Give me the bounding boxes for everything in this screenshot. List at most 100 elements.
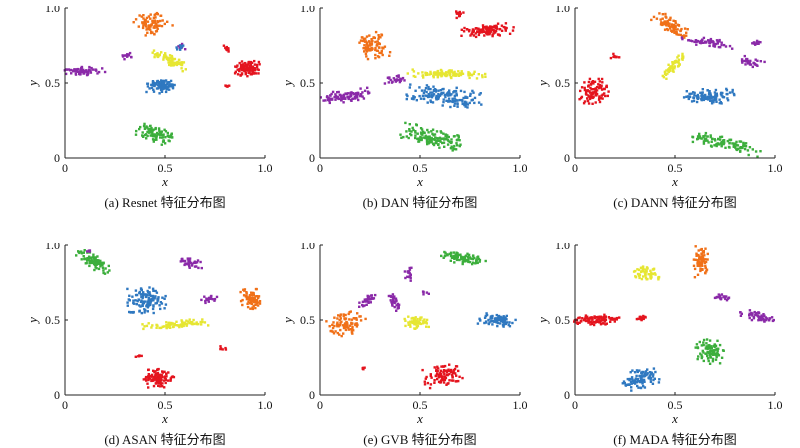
data-point-orange xyxy=(664,21,667,24)
data-point-purple xyxy=(356,94,359,97)
data-point-red xyxy=(598,95,601,98)
data-point-yellow xyxy=(411,321,415,325)
data-point-orange xyxy=(149,31,153,35)
data-point-red xyxy=(603,92,606,95)
data-point-purple xyxy=(707,39,710,42)
data-point-green xyxy=(704,347,707,350)
data-point-red xyxy=(583,100,587,103)
data-point-yellow xyxy=(458,72,462,75)
data-point-green xyxy=(454,255,457,259)
data-point-green xyxy=(443,254,447,258)
data-point-green xyxy=(410,130,413,133)
data-point-green xyxy=(738,140,741,143)
data-point-green xyxy=(744,142,748,145)
data-point-blue xyxy=(147,304,150,308)
scatter-panel-4: 000.50.51.01.0xy xyxy=(25,243,273,426)
data-point-green xyxy=(427,131,430,134)
data-point-green xyxy=(97,267,101,271)
data-point-green xyxy=(454,253,457,256)
data-point-red xyxy=(618,316,621,319)
data-point-red xyxy=(498,27,502,31)
data-point-red xyxy=(582,318,586,322)
x-axis-label: x xyxy=(416,411,423,426)
data-point-yellow xyxy=(419,322,423,326)
data-point-red xyxy=(607,316,611,319)
data-point-orange xyxy=(652,15,656,19)
data-point-yellow xyxy=(468,72,471,75)
data-point-yellow xyxy=(167,57,170,60)
data-point-red xyxy=(446,373,449,377)
data-point-green xyxy=(468,260,472,264)
data-point-purple xyxy=(200,298,203,302)
data-point-orange xyxy=(365,50,369,53)
data-point-yellow xyxy=(671,69,674,72)
data-point-yellow xyxy=(477,73,480,76)
data-point-green xyxy=(461,256,464,259)
data-point-green xyxy=(425,136,428,140)
data-point-orange xyxy=(702,259,705,262)
data-point-orange xyxy=(346,322,349,325)
data-point-blue xyxy=(485,321,488,324)
data-point-red xyxy=(241,63,244,66)
data-point-red xyxy=(250,61,254,64)
data-point-red xyxy=(134,355,137,358)
data-point-red xyxy=(243,64,246,67)
data-point-orange xyxy=(695,252,698,255)
data-point-orange xyxy=(377,35,381,39)
data-point-blue xyxy=(415,99,418,102)
data-point-blue xyxy=(456,105,459,108)
data-point-green xyxy=(467,253,471,257)
data-point-green xyxy=(709,135,712,139)
data-point-purple xyxy=(65,68,68,71)
data-point-blue xyxy=(715,96,718,99)
data-point-green xyxy=(735,140,738,144)
data-point-blue xyxy=(652,378,655,382)
data-point-orange xyxy=(144,20,147,23)
data-point-blue xyxy=(164,83,167,86)
data-point-yellow xyxy=(168,54,172,57)
data-point-green xyxy=(414,134,417,137)
data-point-green xyxy=(756,155,759,158)
data-point-purple xyxy=(206,297,209,300)
data-point-red xyxy=(477,33,481,37)
data-point-green xyxy=(441,141,444,145)
data-point-green xyxy=(714,348,717,351)
data-point-purple xyxy=(710,40,713,43)
data-point-blue xyxy=(160,79,163,82)
data-point-purple xyxy=(758,315,762,318)
data-point-purple xyxy=(724,297,727,301)
data-point-green xyxy=(430,130,433,133)
data-point-red xyxy=(601,97,604,100)
data-point-purple xyxy=(94,68,97,71)
data-point-red xyxy=(494,30,497,33)
data-point-blue xyxy=(152,296,155,300)
data-point-orange xyxy=(368,43,371,46)
data-point-green xyxy=(399,133,402,136)
data-point-green xyxy=(153,138,157,141)
data-point-blue xyxy=(466,103,470,106)
data-point-purple xyxy=(213,297,217,301)
data-point-purple xyxy=(355,96,359,99)
data-point-blue xyxy=(623,381,626,385)
data-point-purple xyxy=(408,266,411,270)
data-point-orange xyxy=(343,322,347,325)
data-point-blue xyxy=(483,316,487,319)
data-point-green xyxy=(80,258,83,261)
data-point-red xyxy=(147,368,150,371)
data-point-yellow xyxy=(429,72,433,75)
data-point-blue xyxy=(695,95,698,98)
data-point-purple xyxy=(185,263,189,266)
data-point-orange xyxy=(693,276,697,279)
data-point-blue xyxy=(631,378,634,381)
data-point-green xyxy=(722,139,726,142)
data-point-green xyxy=(474,262,477,265)
data-point-orange xyxy=(245,292,248,295)
data-point-orange xyxy=(376,40,379,43)
data-point-purple xyxy=(719,294,722,297)
data-point-yellow xyxy=(440,71,443,75)
data-point-blue xyxy=(160,302,164,305)
data-point-purple xyxy=(755,39,759,43)
data-point-orange xyxy=(144,34,147,37)
data-point-orange xyxy=(681,34,684,38)
data-point-red xyxy=(480,28,483,31)
